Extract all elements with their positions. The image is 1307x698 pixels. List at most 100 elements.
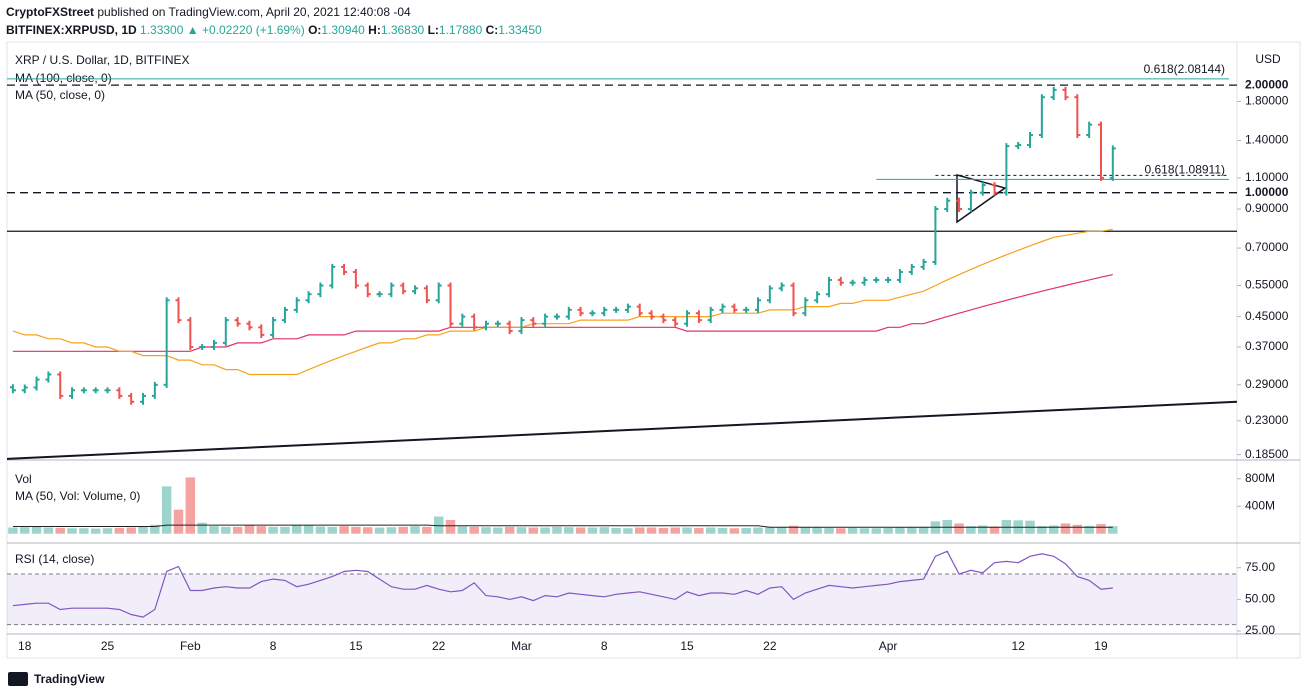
price-bar — [944, 197, 951, 213]
volume-bar — [871, 528, 882, 534]
price-bar — [873, 276, 880, 283]
y-tick-label: 0.45000 — [1245, 309, 1289, 323]
open: 1.30940 — [321, 23, 365, 37]
y-tick-label: 0.70000 — [1245, 240, 1289, 254]
price-bar — [1003, 143, 1010, 196]
currency: USD — [1255, 52, 1281, 66]
y-tick-label: 0.23000 — [1245, 413, 1289, 427]
price-bar — [743, 306, 750, 313]
volume-bar — [540, 527, 550, 534]
price-bar — [1109, 145, 1116, 181]
volume-bar — [646, 527, 657, 534]
volume-bar — [232, 526, 243, 534]
volume-bar — [989, 526, 1000, 534]
y-tick-label: 1.80000 — [1245, 94, 1289, 108]
price-bar — [116, 387, 123, 399]
high: 1.36830 — [380, 23, 425, 37]
volume-bar — [280, 526, 290, 534]
volume-bar — [31, 526, 42, 534]
published: published on TradingView.com, April 20, … — [97, 5, 411, 19]
volume-bar — [516, 527, 527, 534]
x-tick-label: 25 — [101, 639, 115, 653]
h-label: H: — [368, 23, 381, 37]
price-bar — [1062, 86, 1069, 101]
volume-bar — [197, 522, 207, 534]
volume-bar — [138, 526, 148, 534]
x-tick-label: 8 — [601, 639, 608, 653]
price-bar — [33, 376, 40, 391]
volume-bar — [126, 527, 136, 534]
volume-bar — [303, 525, 314, 534]
volume-bar — [67, 528, 77, 534]
volume-bar — [682, 527, 692, 534]
price-bar — [920, 258, 927, 270]
price-bar — [861, 276, 868, 286]
volume-bar — [788, 525, 799, 534]
volume-bar — [918, 526, 929, 534]
volume-bar — [658, 527, 669, 534]
price-bar — [1097, 121, 1104, 181]
volume-title: Vol — [15, 472, 32, 486]
volume-bar — [1108, 526, 1118, 534]
volume-bar — [339, 526, 349, 534]
price-bar — [423, 285, 430, 304]
volume-bar — [327, 526, 337, 534]
key-level-label: 2.00000 — [1245, 77, 1289, 91]
volume-bar — [221, 526, 231, 534]
price-bar — [518, 317, 525, 335]
price-bar — [376, 291, 383, 298]
volume-bar — [386, 527, 397, 534]
price-bar — [825, 276, 832, 298]
price-bar — [660, 313, 667, 324]
price-bar — [293, 297, 300, 313]
price-bar — [128, 392, 135, 405]
price-bar — [648, 310, 655, 320]
price-bar — [1038, 94, 1045, 139]
x-tick-label: 22 — [763, 639, 777, 653]
fib-label: 0.618(2.08144) — [1144, 62, 1225, 76]
price-bar — [151, 381, 158, 399]
price-bar — [80, 387, 87, 394]
volume-bar — [575, 527, 586, 534]
price-bar — [317, 282, 324, 298]
volume-bar — [398, 526, 408, 534]
price-bar — [778, 282, 785, 292]
price-bar — [802, 297, 809, 317]
header-line: CryptoFXStreet published on TradingView.… — [6, 5, 411, 19]
volume-bar — [753, 527, 763, 534]
x-tick-label: Apr — [879, 639, 898, 653]
volume-bar — [90, 528, 101, 534]
symbol: BITFINEX:XRPUSD, 1D — [6, 23, 137, 37]
price-bar — [849, 279, 856, 286]
trend-line — [6, 400, 1238, 460]
publisher: CryptoFXStreet — [6, 5, 95, 19]
price-bar — [104, 387, 111, 394]
price-bar — [814, 291, 821, 304]
last: 1.33300 — [140, 23, 184, 37]
volume-bar — [268, 526, 278, 534]
price-bar — [589, 310, 596, 317]
legend-entry: MA (50, close, 0) — [15, 88, 105, 102]
volume-bar — [1084, 525, 1094, 534]
volume-bar — [43, 527, 54, 534]
price-bar — [1086, 121, 1093, 139]
price-bar — [707, 306, 714, 324]
volume-bar — [1060, 523, 1071, 534]
volume-ma — [12, 524, 1113, 528]
x-tick-label: 15 — [680, 639, 694, 653]
price-bar — [341, 263, 348, 275]
price-bar — [175, 297, 182, 324]
price-bar — [388, 282, 395, 298]
price-bar — [163, 297, 170, 388]
price-bar — [565, 306, 572, 320]
price-bar — [412, 285, 419, 295]
price-bar — [932, 206, 939, 265]
volume-bar — [599, 527, 609, 534]
price-bar — [1074, 94, 1081, 139]
price-bar — [364, 282, 371, 298]
volume-bar — [469, 526, 479, 534]
price-bar — [530, 317, 537, 327]
price-bar — [684, 310, 691, 327]
volume-bar — [694, 527, 704, 534]
volume-bar — [315, 526, 326, 534]
